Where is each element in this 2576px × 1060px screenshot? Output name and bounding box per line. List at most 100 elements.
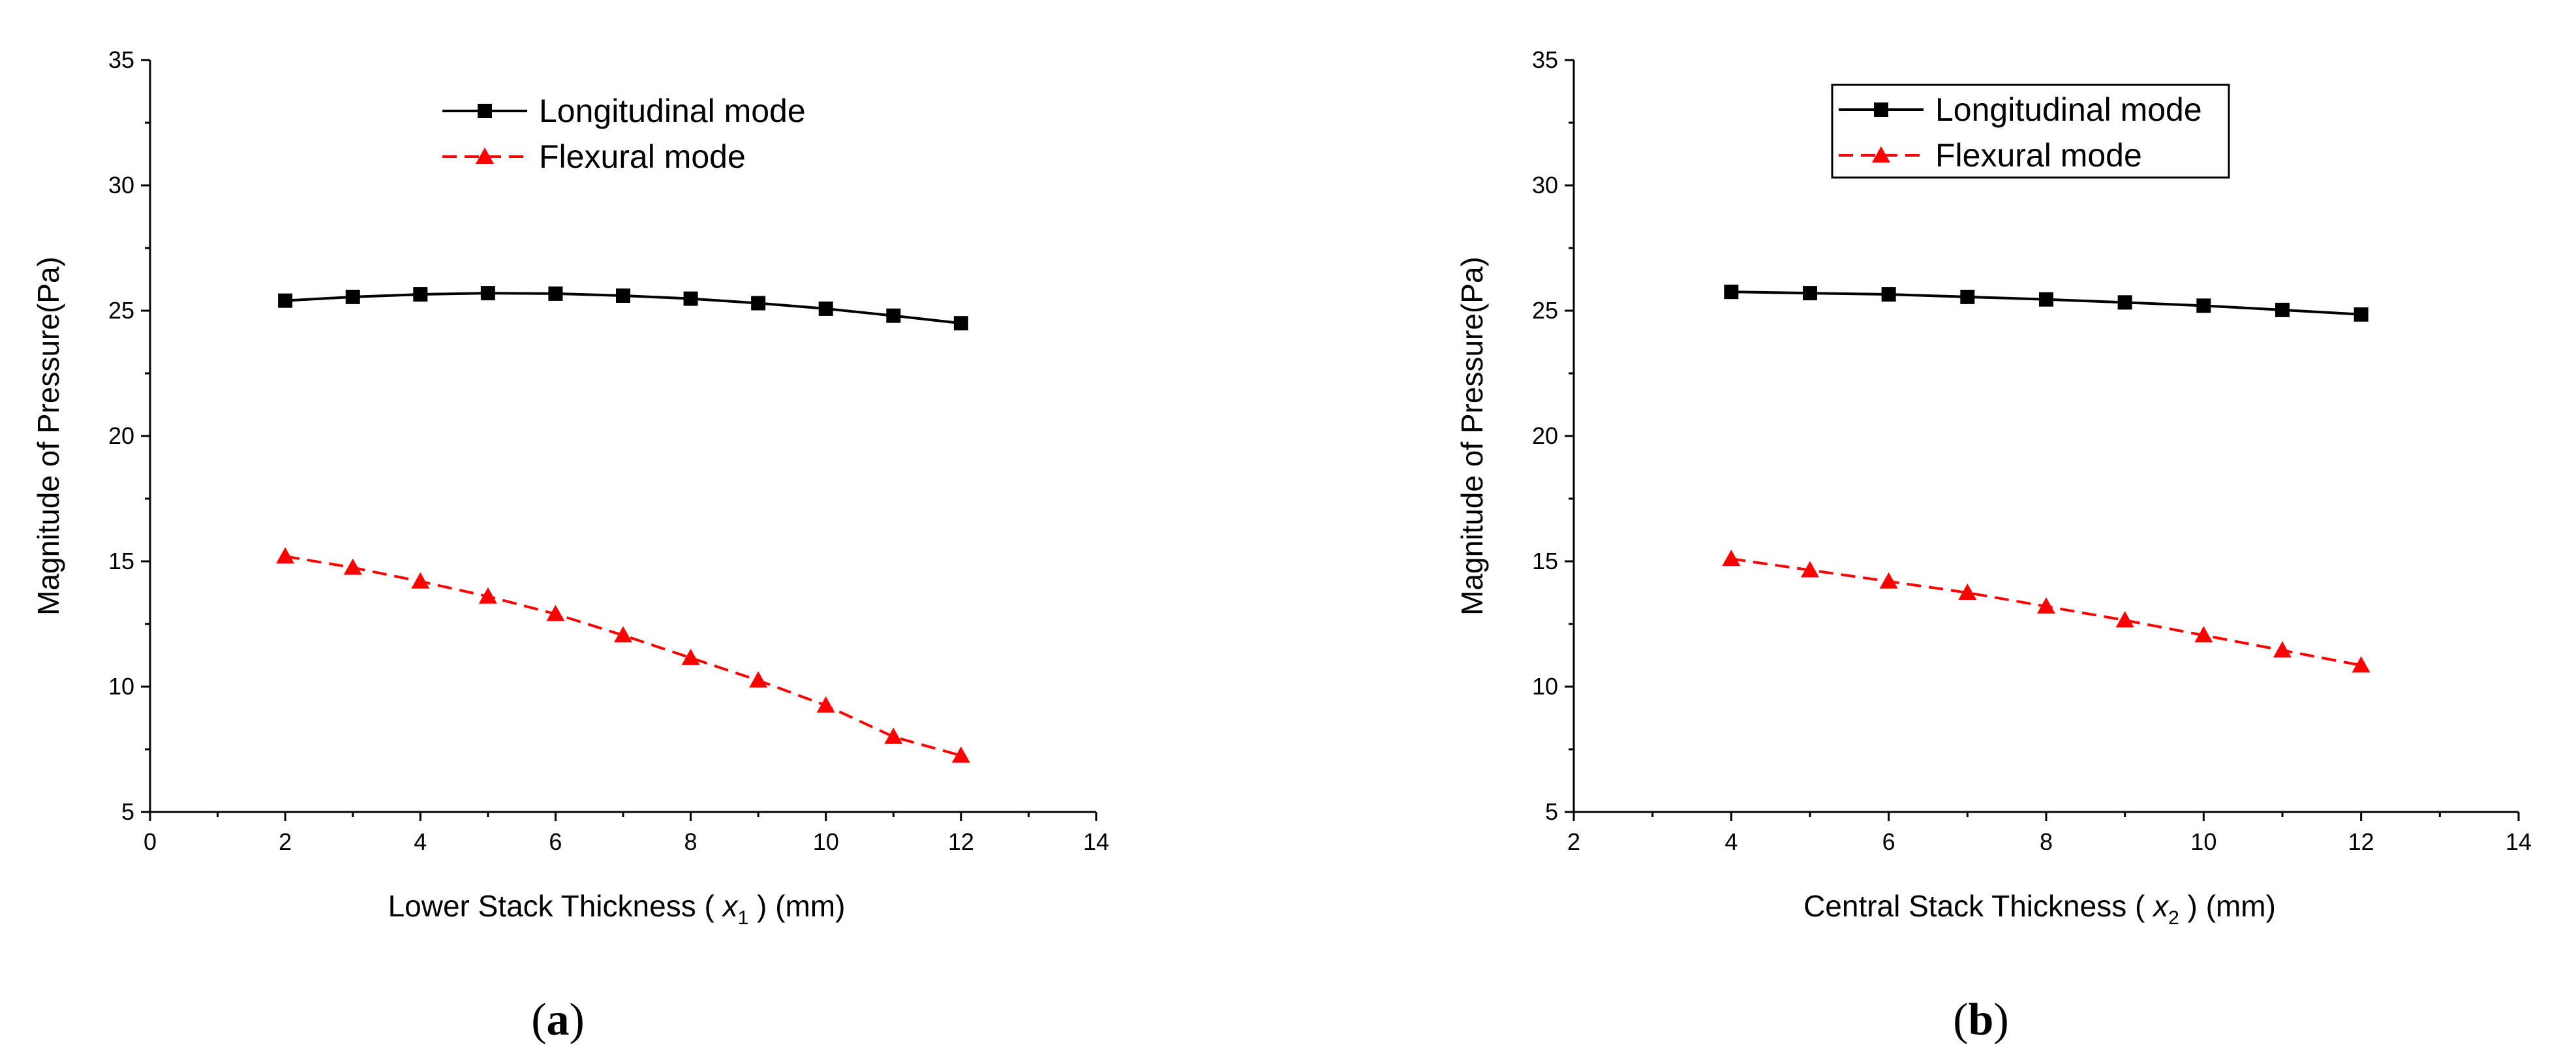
data-point xyxy=(1803,286,1817,301)
legend-label: Longitudinal mode xyxy=(1935,91,2202,128)
data-point xyxy=(478,587,497,604)
series-line xyxy=(284,555,962,757)
x-axis-title: Lower Stack Thickness ( x1 ) (mm) xyxy=(388,889,846,929)
y-tick-label: 35 xyxy=(108,46,134,73)
data-point xyxy=(1958,584,1977,600)
y-tick-label: 10 xyxy=(1532,673,1558,700)
data-point xyxy=(2196,298,2211,313)
x-axis-title-prefix: Lower Stack Thickness ( xyxy=(388,889,723,923)
x-tick-label: 6 xyxy=(549,828,562,855)
panel-label-close: ) xyxy=(570,995,585,1045)
data-point xyxy=(548,286,563,301)
y-tick-label: 5 xyxy=(121,798,134,825)
data-point xyxy=(2037,597,2055,614)
data-point xyxy=(413,287,428,302)
data-point xyxy=(818,301,833,316)
x-tick-label: 10 xyxy=(813,828,839,855)
data-point xyxy=(2273,641,2292,658)
data-point xyxy=(2115,611,2134,628)
x-axis-title-suffix: ) (mm) xyxy=(748,889,845,923)
data-point xyxy=(616,288,630,303)
y-axis-title: Magnitude of Pressure(Pa) xyxy=(1455,257,1489,616)
x-tick-label: 12 xyxy=(2348,828,2374,855)
y-tick-label: 35 xyxy=(1532,46,1558,73)
chart-panel-b: 5 10 15 20 25 30 35 2 4 6 8 10 12 14 Magnitude of Pres… xyxy=(1455,46,2532,1045)
x-tick-label: 2 xyxy=(1567,828,1580,855)
x-tick-label: 12 xyxy=(948,828,974,855)
x-axis-title-suffix: ) (mm) xyxy=(2179,889,2276,923)
legend-label: Longitudinal mode xyxy=(539,93,806,129)
x-tick-label: 4 xyxy=(414,828,427,855)
panel-label-letter: b xyxy=(1969,995,1994,1045)
x-axis-title-variable: x xyxy=(722,889,739,923)
panel-label-open: ( xyxy=(1953,995,1968,1045)
y-tick-label: 25 xyxy=(108,297,134,324)
data-point xyxy=(480,286,495,301)
series-1 xyxy=(276,547,970,763)
panel-label: (b) xyxy=(1953,995,2009,1045)
data-point xyxy=(1881,287,1896,302)
data-point xyxy=(278,293,293,308)
y-tick-label: 20 xyxy=(1532,422,1558,449)
legend-marker xyxy=(476,148,494,164)
x-tick-label: 14 xyxy=(2506,828,2532,855)
x-tick-label: 0 xyxy=(144,828,157,855)
data-point xyxy=(1801,561,1819,578)
data-point xyxy=(1722,550,1741,567)
data-point xyxy=(953,316,968,331)
legend: Longitudinal mode Flexural mode xyxy=(1831,84,2230,179)
x-axis-title-prefix: Central Stack Thickness ( xyxy=(1803,889,2153,923)
y-tick-label: 15 xyxy=(1532,548,1558,574)
y-tick-label: 10 xyxy=(108,673,134,700)
data-point xyxy=(884,727,903,744)
x-axis-title-subscript: 1 xyxy=(738,907,749,929)
legend-box xyxy=(1831,84,2230,179)
legend: Longitudinal mode Flexural mode xyxy=(442,93,806,175)
panel-label-open: ( xyxy=(531,995,546,1045)
series-0 xyxy=(1724,285,2369,322)
data-point xyxy=(681,648,700,665)
series-1 xyxy=(1722,550,2370,673)
x-tick-label: 2 xyxy=(279,828,292,855)
data-point xyxy=(411,572,430,589)
data-point xyxy=(2194,626,2213,643)
x-tick-label: 4 xyxy=(1725,828,1738,855)
x-axis-title: Central Stack Thickness ( x2 ) (mm) xyxy=(1803,889,2276,929)
series-0 xyxy=(278,286,968,331)
data-point xyxy=(951,746,970,763)
data-point xyxy=(751,296,766,311)
data-point xyxy=(2117,295,2132,310)
panel-label-close: ) xyxy=(1993,995,2008,1045)
y-axis-title: Magnitude of Pressure(Pa) xyxy=(31,257,65,616)
y-tick-label: 30 xyxy=(1532,172,1558,198)
data-point xyxy=(546,604,565,621)
y-tick-label: 30 xyxy=(108,172,134,198)
x-axis-title-variable: x xyxy=(2152,889,2170,923)
panel-label-letter: a xyxy=(547,995,570,1045)
data-point xyxy=(1879,572,1898,589)
y-tick-label: 25 xyxy=(1532,297,1558,324)
data-point xyxy=(2039,292,2053,307)
data-point xyxy=(1960,289,1975,304)
data-point xyxy=(2275,302,2290,317)
x-tick-label: 14 xyxy=(1083,828,1109,855)
legend-marker xyxy=(1874,102,1888,117)
data-point xyxy=(886,308,901,323)
y-tick-label: 15 xyxy=(108,548,134,574)
x-axis-title-subscript: 2 xyxy=(2168,907,2179,929)
panel-label: (a) xyxy=(531,995,585,1045)
data-point xyxy=(345,289,360,304)
y-tick-label: 5 xyxy=(1545,798,1558,825)
legend-label: Flexural mode xyxy=(539,138,746,175)
y-tick-label: 20 xyxy=(108,422,134,449)
data-point xyxy=(276,547,295,564)
chart-panel-a: 5 10 15 20 25 30 35 0 2 4 6 8 10 12 14 Magnitude of Pre… xyxy=(31,46,1109,1045)
data-point xyxy=(343,558,362,575)
legend-marker xyxy=(1872,146,1890,163)
data-point xyxy=(1724,285,1739,300)
legend-marker xyxy=(478,104,492,118)
data-point xyxy=(2354,307,2369,322)
x-tick-label: 8 xyxy=(2040,828,2053,855)
x-tick-label: 10 xyxy=(2190,828,2216,855)
